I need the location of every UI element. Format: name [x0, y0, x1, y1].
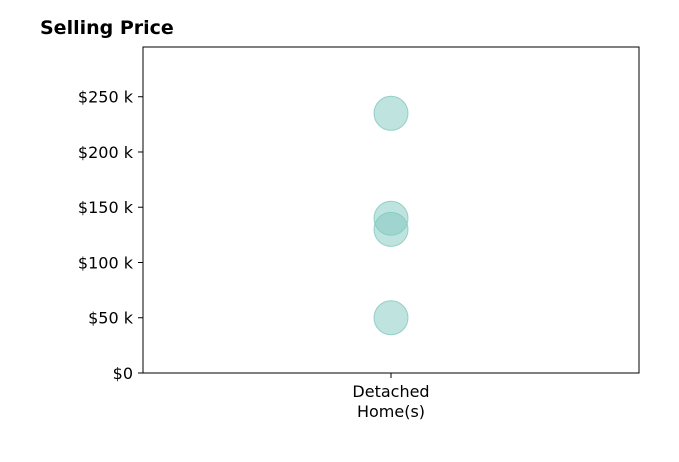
data-point	[373, 211, 409, 247]
y-tick-label: $100 k	[78, 253, 134, 272]
y-tick-label: $200 k	[78, 143, 134, 162]
data-point	[373, 95, 409, 131]
y-tick-label: $250 k	[78, 88, 134, 107]
plot-area: $0 $50 k $100 k $150 k $200 k $250 k Detached H…	[78, 46, 640, 421]
chart-title: Selling Price	[40, 17, 174, 39]
y-tick-label: $50 k	[88, 309, 134, 328]
x-tick-label: Detached Home(s)	[352, 382, 429, 421]
y-tick-label: $0	[113, 364, 133, 383]
y-tick-label: $150 k	[78, 198, 134, 217]
data-point	[373, 300, 409, 336]
